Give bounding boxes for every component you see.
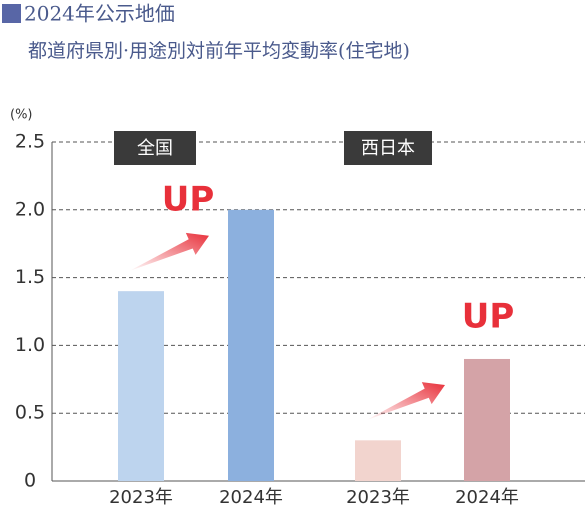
x-tick-label: 2023年 (109, 487, 173, 508)
bar (355, 440, 401, 481)
group-label: 西日本 (361, 138, 415, 159)
group-label-box (344, 131, 432, 165)
y-tick-label: 0.5 (15, 402, 45, 424)
chart-subtitle: 都道府県別·用途別対前年平均変動率(住宅地) (28, 40, 410, 62)
up-arrow (366, 382, 445, 421)
x-tick-label: 2024年 (455, 487, 519, 508)
bar (228, 209, 274, 482)
y-tick-label: 2.5 (15, 131, 45, 153)
bar (118, 291, 164, 481)
annotation: UP (462, 297, 515, 337)
y-tick-label: 1.0 (15, 334, 45, 356)
x-tick-label: 2023年 (346, 487, 410, 508)
title-marker (2, 4, 21, 23)
y-tick-label: 2.0 (15, 198, 45, 220)
up-arrow (129, 232, 209, 272)
group-label-box (114, 131, 196, 165)
group-label: 全国 (137, 138, 173, 159)
bar (464, 358, 510, 481)
annotation: UP (162, 180, 215, 220)
x-tick-label: 2024年 (219, 487, 283, 508)
y-tick-label: 0 (24, 470, 36, 492)
y-unit: (%) (10, 108, 33, 123)
y-tick-label: 1.5 (15, 266, 45, 288)
chart-title: 2024年公示地価 (24, 2, 175, 26)
